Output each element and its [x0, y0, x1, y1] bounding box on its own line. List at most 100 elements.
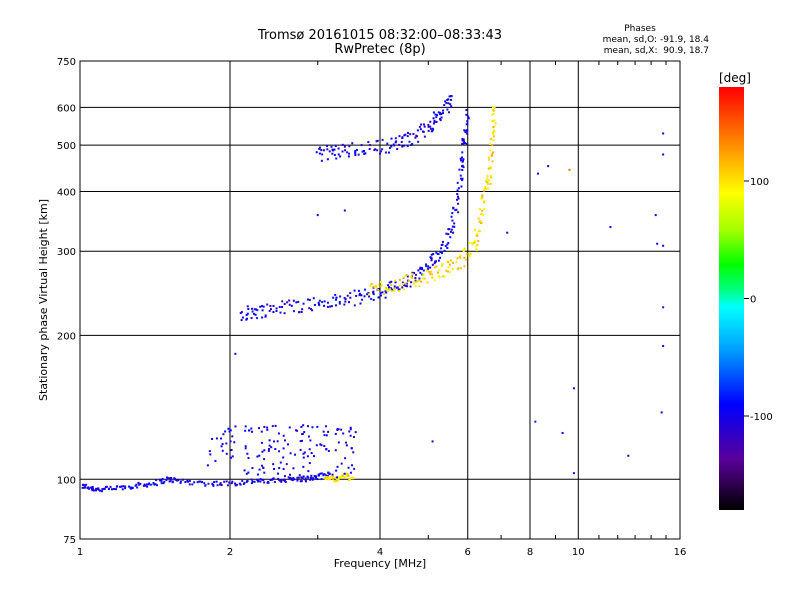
trace-point — [398, 135, 401, 138]
e-region-point — [354, 431, 357, 434]
trace-point — [286, 301, 289, 304]
isolated-point — [547, 165, 550, 168]
trace-point — [269, 308, 272, 311]
e-region-point — [292, 467, 295, 470]
trace-point — [326, 475, 329, 478]
trace-point — [439, 251, 442, 254]
trace-point — [375, 286, 378, 289]
trace-point — [251, 480, 254, 483]
trace-point — [281, 305, 284, 308]
trace-point — [130, 487, 133, 490]
e-region-point — [279, 461, 282, 464]
trace-point — [470, 242, 473, 245]
trace-point — [323, 300, 326, 303]
trace-point — [351, 142, 354, 145]
trace-point — [263, 481, 266, 484]
trace-point — [437, 275, 440, 278]
e-region-point — [231, 455, 234, 458]
trace-point — [431, 273, 434, 276]
trace-point — [320, 149, 323, 152]
e-region-point — [344, 441, 347, 444]
trace-point — [147, 483, 150, 486]
trace-point — [444, 245, 447, 248]
trace-point — [137, 481, 140, 484]
e-region-point — [336, 428, 339, 431]
e-region-point — [277, 472, 280, 475]
trace-point — [326, 148, 329, 151]
trace-point — [426, 281, 429, 284]
trace-point — [414, 277, 417, 280]
y-tick-label: 100 — [57, 475, 76, 486]
trace-point — [453, 225, 456, 228]
trace-point — [491, 160, 494, 163]
trace-point — [84, 486, 87, 489]
trace-point — [460, 159, 463, 162]
trace-point — [280, 479, 283, 482]
trace-point — [461, 177, 464, 180]
e-region-point — [302, 456, 305, 459]
trace-point — [269, 479, 272, 482]
trace-point — [267, 480, 270, 483]
trace-point — [98, 489, 101, 492]
e-region-point — [322, 430, 325, 433]
trace-point — [297, 300, 300, 303]
trace-point — [459, 157, 462, 160]
trace-point — [447, 102, 450, 105]
isolated-point — [662, 345, 665, 348]
trace-point — [393, 285, 396, 288]
e-region-point — [278, 467, 281, 470]
trace-point — [446, 98, 449, 101]
trace-point — [457, 187, 460, 190]
trace-point — [308, 307, 311, 310]
trace-point — [453, 222, 456, 225]
trace-point — [296, 479, 299, 482]
trace-point — [432, 111, 435, 114]
trace-point — [461, 179, 464, 182]
trace-point — [95, 487, 98, 490]
trace-point — [463, 129, 466, 132]
trace-point — [245, 317, 248, 320]
trace-point — [138, 483, 141, 486]
trace-point — [204, 484, 207, 487]
trace-point — [428, 271, 431, 274]
trace-point — [346, 151, 349, 154]
trace-point — [372, 293, 375, 296]
trace-point — [493, 129, 496, 132]
e-region-point — [263, 458, 266, 461]
trace-point — [335, 296, 338, 299]
trace-point — [261, 309, 264, 312]
e-region-point — [257, 427, 260, 430]
trace-point — [455, 208, 458, 211]
trace-point — [100, 490, 103, 493]
trace-point — [482, 189, 485, 192]
trace-point — [273, 480, 276, 483]
trace-point — [412, 282, 415, 285]
trace-point — [369, 285, 372, 288]
trace-point — [451, 212, 454, 215]
trace-point — [354, 150, 357, 153]
trace-point — [188, 479, 191, 482]
trace-point — [113, 487, 116, 490]
trace-point — [394, 281, 397, 284]
trace-point — [431, 263, 434, 266]
e-region-point — [282, 434, 285, 437]
trace-point — [317, 473, 320, 476]
trace-point — [264, 314, 267, 317]
e-region-point — [337, 428, 340, 431]
trace-point — [486, 175, 489, 178]
trace-point — [283, 303, 286, 306]
trace-point — [474, 228, 477, 231]
x-tick-label: 1 — [77, 547, 83, 558]
trace-point — [461, 160, 464, 163]
trace-point — [368, 144, 371, 147]
trace-point — [320, 478, 323, 481]
trace-point — [422, 269, 425, 272]
e-region-point — [221, 449, 224, 452]
e-region-point — [233, 441, 236, 444]
trace-point — [223, 480, 226, 483]
trace-point — [402, 288, 405, 291]
e-region-point — [286, 443, 289, 446]
e-region-point — [350, 464, 353, 467]
e-region-point — [292, 476, 295, 479]
